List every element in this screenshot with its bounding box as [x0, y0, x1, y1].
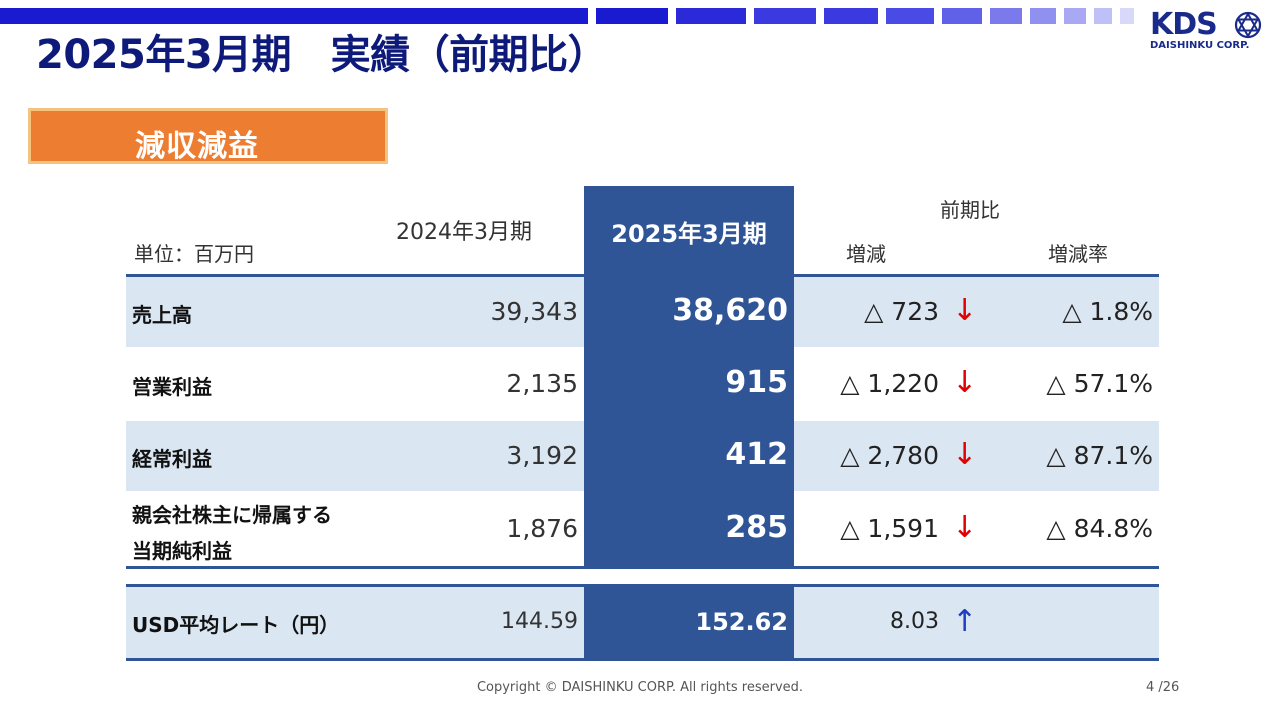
- page-title: 2025年3月期 実績（前期比）: [36, 32, 608, 78]
- table-row: 営業利益 2,135 915 △ 1,220 ↓ △ 57.1%: [126, 349, 1159, 419]
- change-value: △ 2,780: [840, 441, 939, 470]
- highlight-column-2025: [584, 186, 794, 566]
- up-arrow-icon: ↑: [952, 604, 978, 639]
- value-2025: 152.62: [695, 608, 788, 636]
- value-2025: 38,620: [672, 293, 788, 328]
- value-2025: 915: [725, 365, 788, 400]
- value-2024: 2,135: [506, 369, 578, 398]
- company-logo: KDS DAISHINKU CORP.: [1150, 8, 1266, 52]
- table-row: 売上高 39,343 38,620 △ 723 ↓ △ 1.8%: [126, 277, 1159, 347]
- down-arrow-icon: ↓: [952, 437, 978, 472]
- change-value: 8.03: [890, 609, 939, 634]
- table-bottom-rule: [126, 566, 1159, 569]
- logo-text: KDS: [1150, 7, 1218, 42]
- change-rate: △ 1.8%: [1062, 297, 1153, 326]
- table-row: 経常利益 3,192 412 △ 2,780 ↓ △ 87.1%: [126, 421, 1159, 491]
- change-value: △ 1,220: [840, 369, 939, 398]
- down-arrow-icon: ↓: [952, 293, 978, 328]
- change-rate: △ 57.1%: [1046, 369, 1153, 398]
- row-label: 営業利益: [132, 375, 212, 399]
- value-2024: 1,876: [506, 514, 578, 543]
- value-2024: 39,343: [490, 297, 578, 326]
- row-label-line1: 親会社株主に帰属する: [132, 503, 332, 527]
- row-label: 経常利益: [132, 447, 212, 471]
- page-number: 4 /26: [1146, 680, 1180, 695]
- down-arrow-icon: ↓: [952, 365, 978, 400]
- value-2025: 412: [725, 437, 788, 472]
- header-prev-compare: 前期比: [940, 198, 1000, 222]
- summary-badge: 減収減益: [28, 108, 388, 164]
- header-change-rate: 増減率: [1048, 242, 1108, 266]
- table-header-rule: [126, 274, 1159, 277]
- header-2024: 2024年3月期: [396, 220, 532, 245]
- copyright-footer: Copyright © DAISHINKU CORP. All rights r…: [476, 680, 804, 695]
- value-2025: 285: [725, 510, 788, 545]
- change-rate: △ 87.1%: [1046, 441, 1153, 470]
- summary-badge-label: 減収減益: [135, 129, 259, 164]
- unit-label: 単位：百万円: [134, 242, 254, 266]
- value-2024: 3,192: [506, 441, 578, 470]
- header-2025: 2025年3月期: [611, 220, 767, 248]
- logo-star-icon: [1234, 11, 1262, 39]
- header-change: 増減: [846, 242, 886, 266]
- usd-top-rule: [126, 584, 1159, 587]
- row-label: 売上高: [132, 303, 192, 327]
- change-value: △ 723: [864, 297, 939, 326]
- row-label-line2: 当期純利益: [132, 539, 232, 563]
- down-arrow-icon: ↓: [952, 510, 978, 545]
- row-label: USD平均レート（円）: [132, 613, 340, 637]
- change-value: △ 1,591: [840, 514, 939, 543]
- value-2024: 144.59: [501, 609, 578, 634]
- logo-subtext: DAISHINKU CORP.: [1150, 40, 1250, 51]
- usd-bottom-rule: [126, 658, 1159, 661]
- top-decor-bar: [0, 8, 1140, 24]
- table-row: 親会社株主に帰属する 当期純利益 1,876 285 △ 1,591 ↓ △ 8…: [126, 493, 1159, 565]
- highlight-column-usd: [584, 586, 794, 660]
- usd-rate-row: USD平均レート（円） 144.59 152.62 8.03 ↑: [126, 587, 1159, 658]
- change-rate: △ 84.8%: [1046, 514, 1153, 543]
